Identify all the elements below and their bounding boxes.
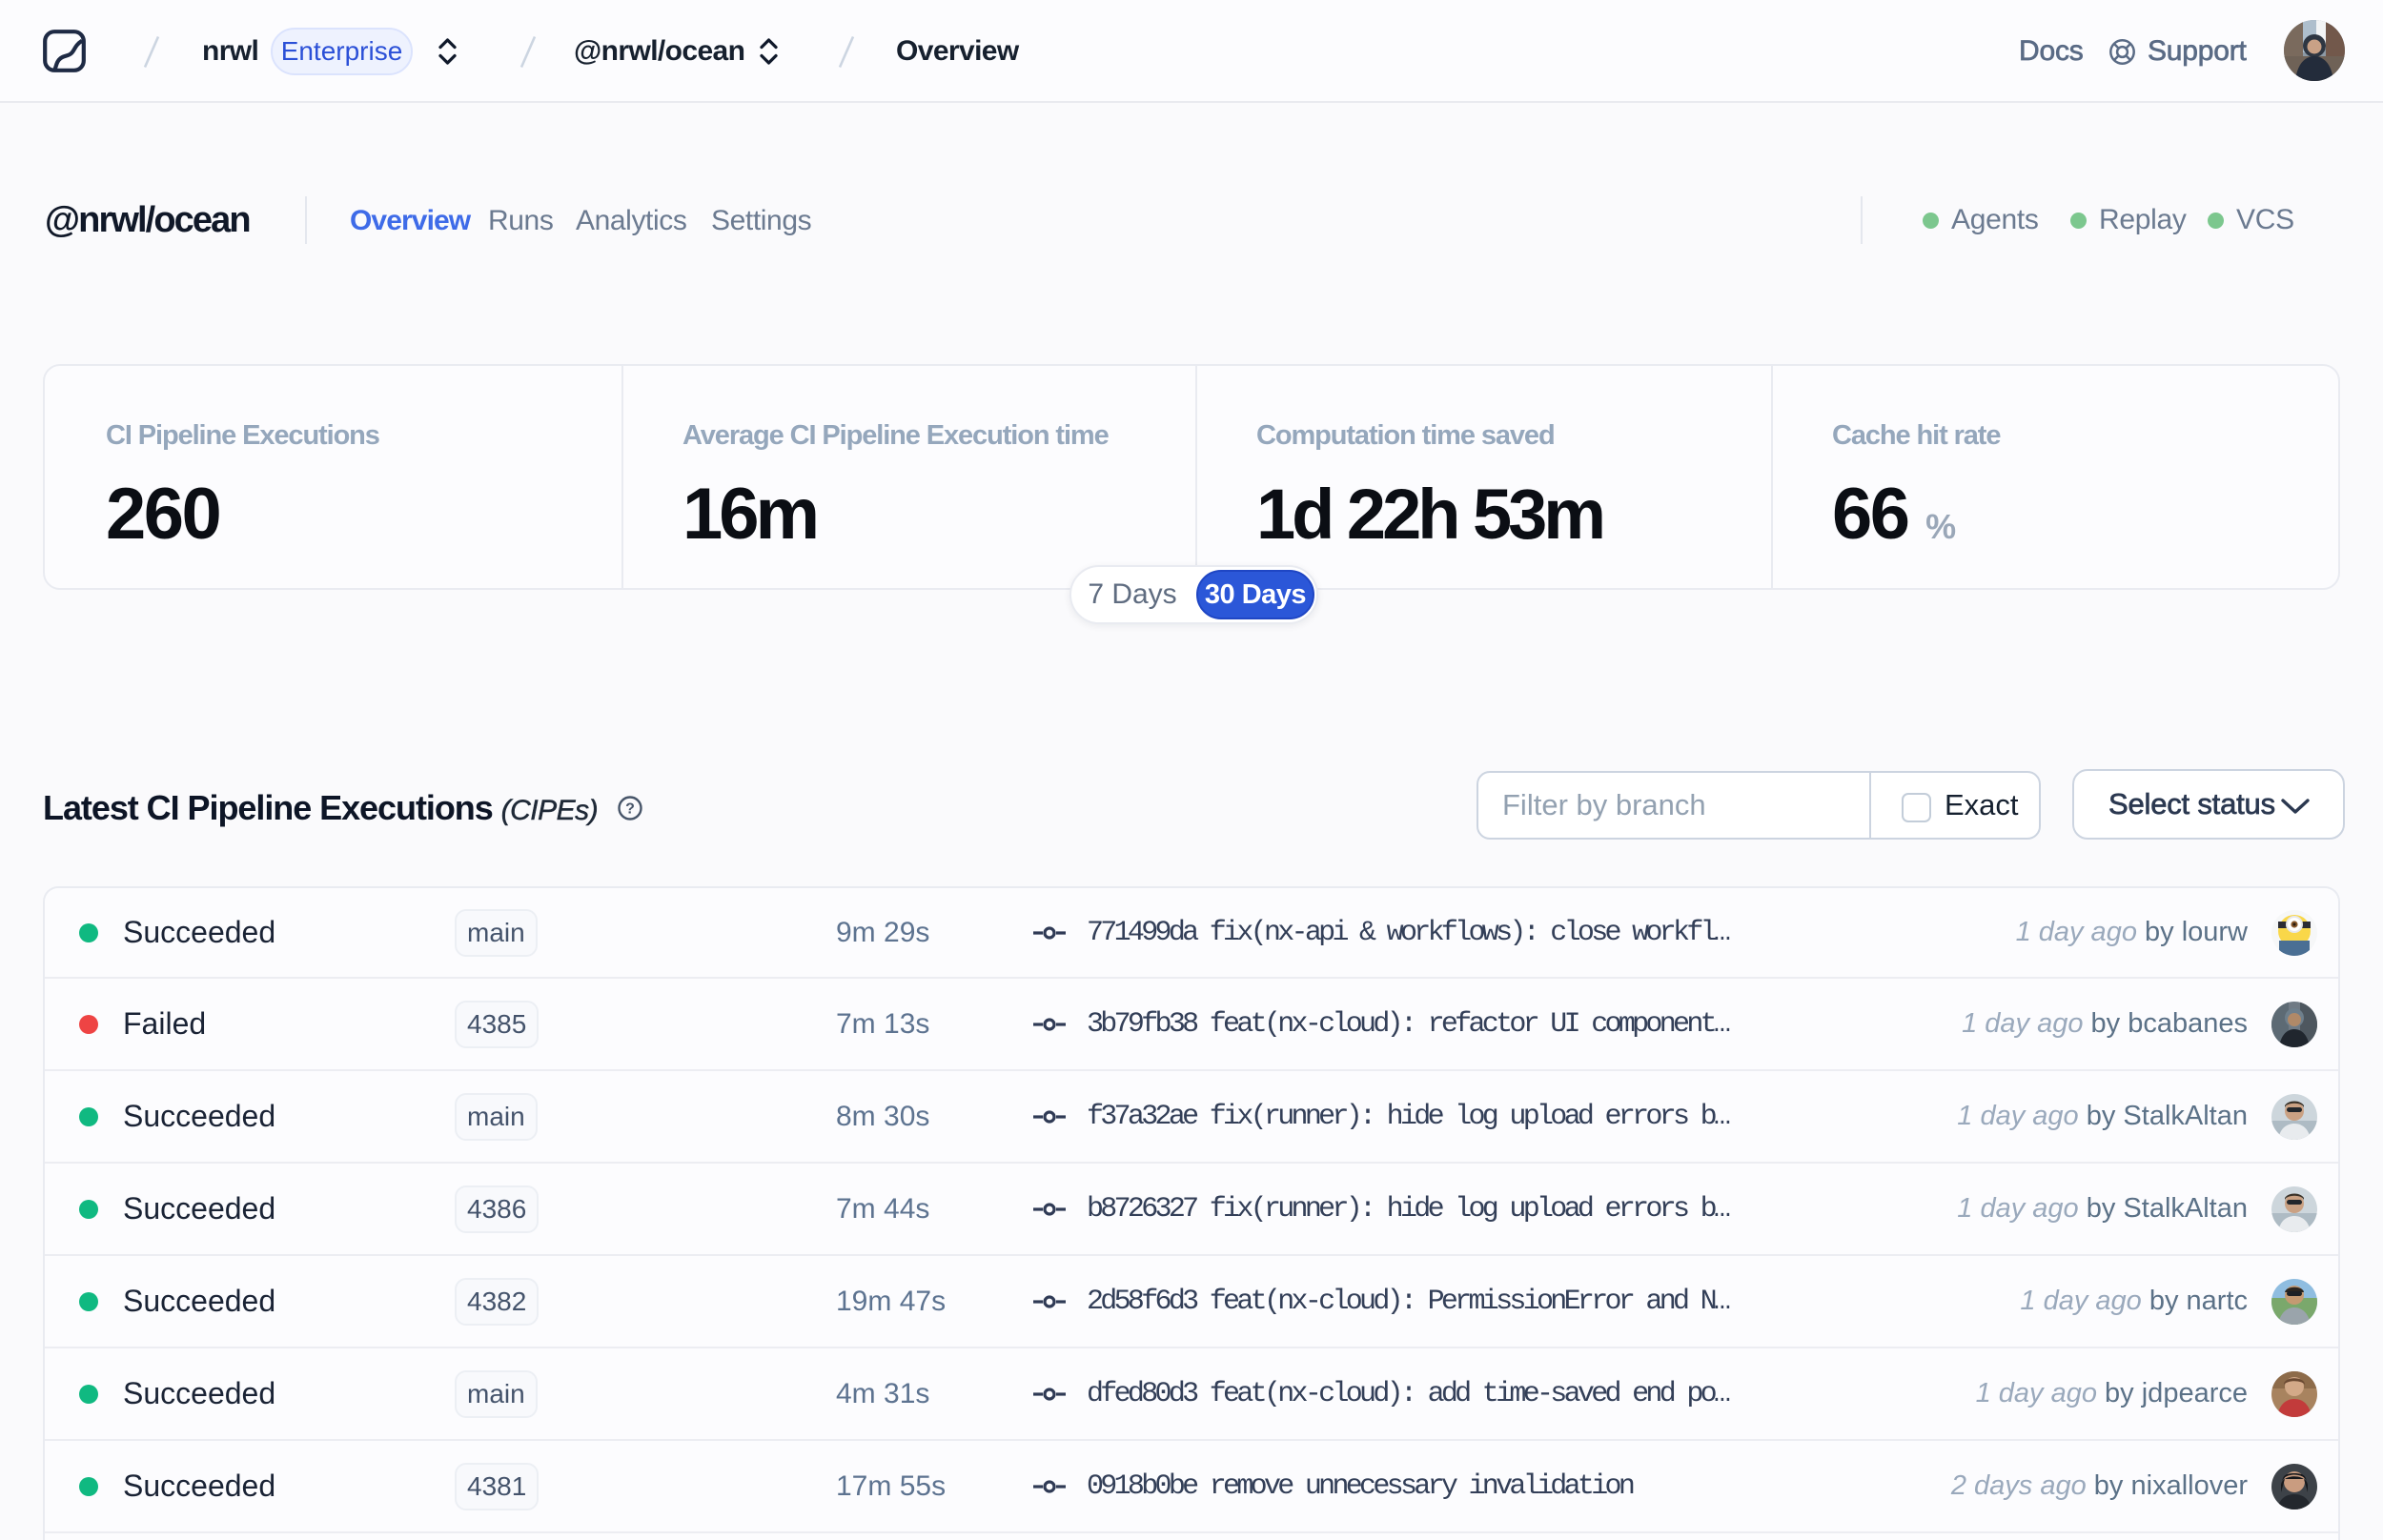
svg-text:?: ?	[625, 801, 635, 818]
